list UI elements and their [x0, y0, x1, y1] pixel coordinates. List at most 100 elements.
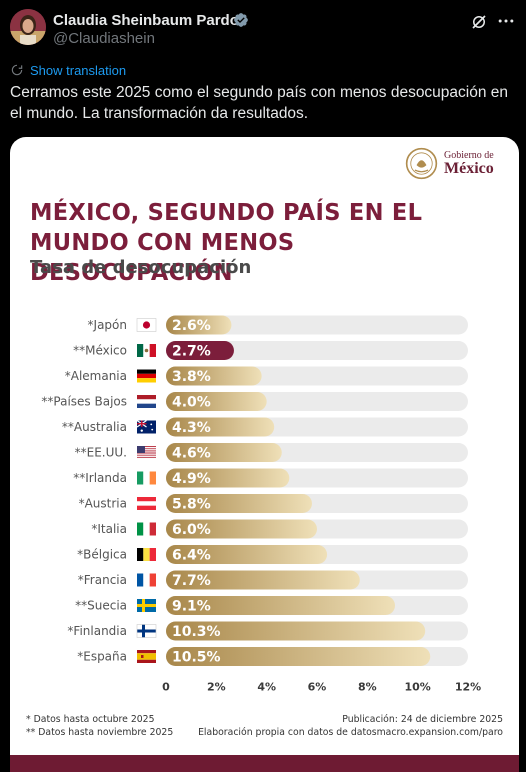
mexico-seal-icon: [405, 147, 438, 180]
chart-row: *Bélgica 6.4%: [77, 545, 468, 564]
flag-france-icon: [137, 573, 156, 587]
flag-belgium-icon: [137, 548, 156, 561]
category-label: *Austria: [79, 497, 127, 511]
chart-row: **México 2.7%: [73, 341, 468, 360]
data-source: Elaboración propia con datos de datosmac…: [198, 727, 503, 738]
category-label: **Países Bajos: [41, 395, 127, 409]
flag-japan-icon: [136, 318, 157, 332]
flag-sweden-icon: [137, 599, 156, 612]
category-label: **Australia: [62, 420, 127, 434]
bar-value-label: 2.6%: [172, 318, 211, 334]
bar: [166, 315, 232, 335]
chart-row: *Francia 7.7%: [78, 570, 468, 590]
chart-row: *España 10.5%: [77, 647, 468, 666]
bar: [166, 596, 396, 615]
show-translation-label: Show translation: [30, 62, 127, 78]
bar-value-label: 2.7%: [172, 344, 211, 360]
footnote-october: * Datos hasta octubre 2025: [26, 714, 155, 725]
bar-track: [166, 315, 468, 335]
bar-value-label: 4.6%: [172, 446, 211, 462]
bar-value-label: 10.3%: [172, 624, 221, 640]
chart-row: **Australia 4.3%: [62, 417, 468, 437]
chart-subtitle: Tasa de desocupación: [30, 257, 252, 278]
gobierno-logo: Gobierno de México: [405, 147, 494, 180]
bar-value-label: 4.9%: [172, 471, 211, 487]
chart-row: *Finlandia 10.3%: [67, 621, 468, 641]
chart-row: *Japón 2.6%: [88, 315, 468, 335]
source-notes: Publicación: 24 de diciembre 2025 Elabor…: [198, 713, 503, 739]
logo-line1: Gobierno de: [444, 150, 494, 161]
x-tick-label: 10%: [404, 681, 430, 694]
category-label: *Finlandia: [67, 624, 127, 638]
chart-row: **Países Bajos 4.0%: [41, 392, 468, 411]
bar-value-label: 3.8%: [172, 369, 211, 385]
bar-value-label: 9.1%: [172, 599, 211, 615]
flag-germany-icon: [137, 369, 156, 383]
infographic-bottom-band: [10, 755, 519, 772]
footnotes: * Datos hasta octubre 2025 ** Datos hast…: [26, 713, 173, 739]
flag-italy-icon: [137, 522, 156, 536]
flag-mexico-icon: [137, 344, 156, 357]
bar: [166, 494, 312, 513]
unemployment-bar-chart: *Japón 2.6% **México 2.7% *Alemania 3.8% **Paí…: [41, 315, 481, 694]
bar: [166, 545, 328, 564]
author-name[interactable]: Claudia Sheinbaum Pardo: [53, 12, 239, 29]
more-icon[interactable]: [496, 11, 516, 31]
chart-row: **Irlanda 4.9%: [73, 468, 468, 488]
flag-usa-icon: [137, 446, 156, 459]
bar-value-label: 6.4%: [172, 548, 211, 564]
bar: [166, 468, 290, 488]
post-header: Claudia Sheinbaum Pardo @Claudiashein: [10, 9, 516, 49]
category-label: **Suecia: [75, 599, 127, 613]
bar-value-label: 10.5%: [172, 650, 221, 666]
bar: [166, 570, 360, 590]
bar: [166, 519, 317, 539]
category-label: *Francia: [78, 573, 127, 587]
infographic-image[interactable]: Gobierno de México MÉXICO, SEGUNDO PAÍS …: [10, 137, 519, 772]
bar: [166, 341, 234, 360]
chart-row: **EE.UU. 4.6%: [75, 443, 468, 462]
author-handle[interactable]: @Claudiashein: [53, 30, 155, 47]
chart-row: **Suecia 9.1%: [75, 596, 468, 615]
category-label: *España: [77, 650, 127, 664]
chart-row: *Alemania 3.8%: [65, 366, 468, 386]
headline: MÉXICO, SEGUNDO PAÍS EN EL MUNDO CON MEN…: [30, 197, 499, 287]
category-label: **México: [73, 344, 127, 358]
bar-value-label: 6.0%: [172, 522, 211, 538]
logo-line2: México: [444, 160, 494, 177]
bar-track: [166, 341, 468, 360]
bar: [166, 647, 431, 666]
chart-row: *Austria 5.8%: [79, 494, 468, 513]
x-tick-label: 12%: [455, 681, 481, 694]
publication-date: Publicación: 24 de diciembre 2025: [342, 714, 503, 725]
show-translation-link[interactable]: Show translation: [10, 62, 126, 78]
verified-badge-icon: [234, 13, 248, 27]
flag-spain-icon: [137, 650, 156, 663]
headline-line1: MÉXICO, SEGUNDO PAÍS EN EL: [30, 198, 423, 226]
x-tick-label: 6%: [308, 681, 327, 694]
post-text: Cerramos este 2025 como el segundo país …: [10, 84, 509, 122]
bar-value-label: 7.7%: [172, 573, 211, 589]
flag-netherlands-icon: [137, 395, 156, 408]
bar: [166, 417, 275, 437]
category-label: **EE.UU.: [75, 446, 127, 460]
headline-line2: MUNDO CON MENOS DESOCUPACIÓN: [30, 228, 295, 286]
flag-australia-icon: [136, 420, 156, 434]
bar-value-label: 4.0%: [172, 395, 211, 411]
avatar[interactable]: [10, 9, 46, 45]
bar: [166, 392, 267, 411]
chart-row: *Italia 6.0%: [91, 519, 468, 539]
category-label: *Japón: [88, 318, 127, 332]
x-tick-label: 0: [162, 681, 170, 694]
bar-value-label: 5.8%: [172, 497, 211, 513]
translate-icon: [11, 64, 23, 76]
category-label: *Italia: [91, 522, 127, 536]
category-label: *Alemania: [65, 369, 127, 383]
bar: [166, 443, 282, 462]
bar-value-label: 4.3%: [172, 420, 211, 436]
grok-icon[interactable]: [470, 13, 488, 31]
category-label: *Bélgica: [77, 548, 127, 562]
x-tick-label: 2%: [207, 681, 226, 694]
footnote-november: ** Datos hasta noviembre 2025: [26, 727, 174, 738]
flag-ireland-icon: [137, 471, 156, 485]
